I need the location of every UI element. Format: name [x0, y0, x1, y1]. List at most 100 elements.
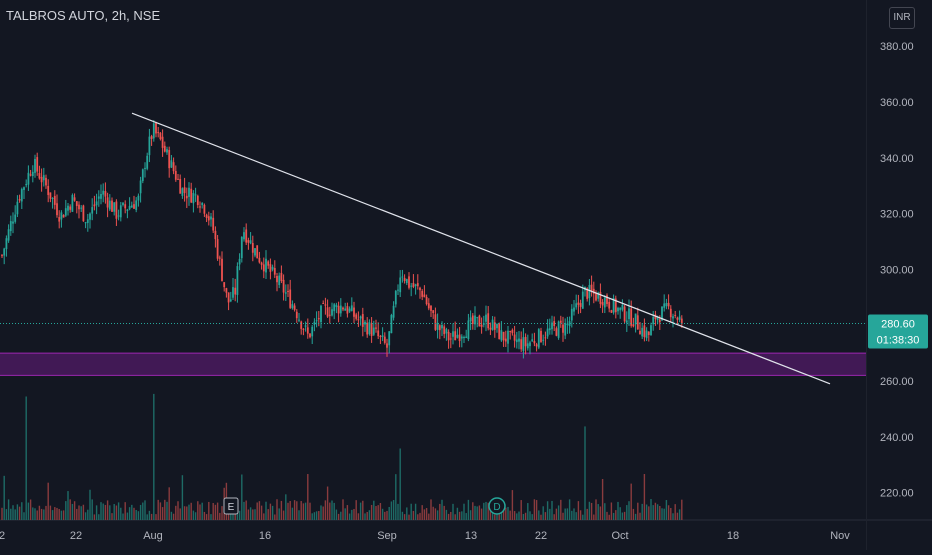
volume-bar	[566, 508, 569, 520]
candle-body	[168, 150, 171, 169]
volume-bar	[335, 509, 338, 520]
volume-bar	[38, 505, 41, 520]
volume-bar	[221, 506, 223, 520]
candle-body	[300, 321, 303, 329]
candle-body	[38, 173, 41, 179]
candle-body	[210, 216, 212, 220]
volume-bar	[608, 514, 610, 520]
candle-body	[436, 322, 439, 330]
volume-bar	[546, 501, 549, 520]
candle-body	[553, 321, 556, 327]
y-axis-tick-label: 320.00	[880, 209, 914, 221]
candle-body	[119, 205, 122, 218]
y-axis-tick-label: 340.00	[880, 153, 914, 165]
volume-bar	[203, 511, 206, 520]
volume-bar	[500, 507, 503, 520]
volume-bar	[269, 503, 272, 520]
volume-bar	[582, 514, 584, 520]
symbol-title[interactable]: TALBROS AUTO, 2h, NSE	[6, 8, 161, 23]
volume-bar	[188, 504, 190, 520]
candle-body	[282, 279, 285, 293]
axes: 380.00 360.00 340.00 320.00 300.00 260.00 240.…	[0, 41, 914, 542]
candle-body	[16, 201, 19, 215]
candle-body	[608, 301, 611, 309]
candle-body	[161, 136, 164, 148]
volume-bar	[406, 507, 408, 520]
candle-body	[113, 202, 116, 212]
volume-bar	[590, 502, 593, 520]
volume-bar	[238, 510, 241, 520]
candle-body	[75, 201, 78, 206]
volume-bar	[441, 499, 443, 520]
candle-body	[115, 201, 118, 219]
candle-body	[496, 324, 498, 329]
candle-body	[287, 290, 289, 292]
x-axis-tick-label: 22	[535, 530, 547, 542]
candle-body	[14, 214, 17, 222]
candle-body	[194, 194, 197, 196]
volume-bar	[362, 500, 364, 520]
candle-body	[667, 302, 670, 307]
volume-bar	[568, 499, 571, 520]
volume-bar	[461, 511, 463, 520]
candle-body	[588, 285, 591, 299]
volume-bar	[91, 499, 93, 520]
volume-bar	[58, 508, 60, 520]
candle-body	[520, 339, 523, 350]
volume-bar	[485, 501, 487, 520]
candle-body	[214, 230, 217, 240]
candle-body	[258, 257, 261, 263]
volume-bar	[280, 500, 283, 520]
candle-body	[269, 264, 272, 272]
volume-bar	[197, 501, 199, 520]
volume-bar	[12, 505, 14, 520]
candle-body	[533, 341, 536, 344]
candle-body	[111, 200, 113, 212]
volume-bar	[584, 426, 586, 520]
candle-body	[335, 304, 338, 308]
volume-bar	[397, 503, 399, 520]
candle-body	[20, 189, 23, 202]
candle-body	[260, 262, 263, 265]
volume-bar	[150, 513, 153, 520]
volume-bar	[181, 475, 184, 520]
volume-bar	[588, 501, 591, 520]
volume-bar	[489, 509, 492, 520]
currency-badge[interactable]: INR	[889, 7, 915, 29]
volume-bar	[249, 507, 252, 520]
volume-bar	[386, 510, 388, 520]
trendline[interactable]	[131, 112, 831, 385]
volume-bar	[115, 505, 118, 520]
drawings-layer[interactable]	[0, 112, 866, 385]
candle-body	[320, 305, 322, 323]
volume-bar	[579, 510, 582, 520]
volume-bar	[340, 511, 342, 520]
volume-bar	[483, 502, 485, 520]
candle-body	[500, 330, 503, 341]
candle-body	[304, 325, 307, 327]
volume-bar	[634, 513, 637, 520]
last-price-value: 280.60	[881, 319, 915, 331]
candle-body	[663, 303, 666, 308]
volume-bar	[408, 514, 410, 520]
candle-body	[441, 324, 443, 329]
volume-bar	[16, 504, 19, 520]
volume-bar	[337, 513, 340, 520]
candle-body	[535, 344, 538, 347]
volume-bar	[573, 508, 575, 520]
volume-bar	[621, 512, 624, 520]
candle-body	[575, 303, 578, 308]
candle-body	[227, 292, 230, 303]
volume-bar	[564, 508, 566, 520]
volume-bar	[5, 509, 8, 520]
candle-body	[430, 305, 432, 311]
volume-bar	[463, 503, 465, 520]
volume-bar	[348, 513, 351, 520]
candle-body	[581, 291, 584, 309]
volume-bar	[254, 509, 256, 520]
candle-body	[599, 292, 602, 304]
candle-body	[540, 330, 542, 343]
volume-bar	[144, 500, 146, 520]
